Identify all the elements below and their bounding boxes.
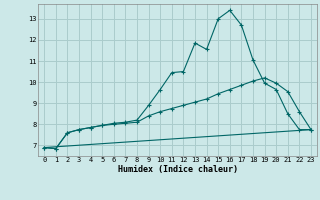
X-axis label: Humidex (Indice chaleur): Humidex (Indice chaleur)	[118, 165, 238, 174]
